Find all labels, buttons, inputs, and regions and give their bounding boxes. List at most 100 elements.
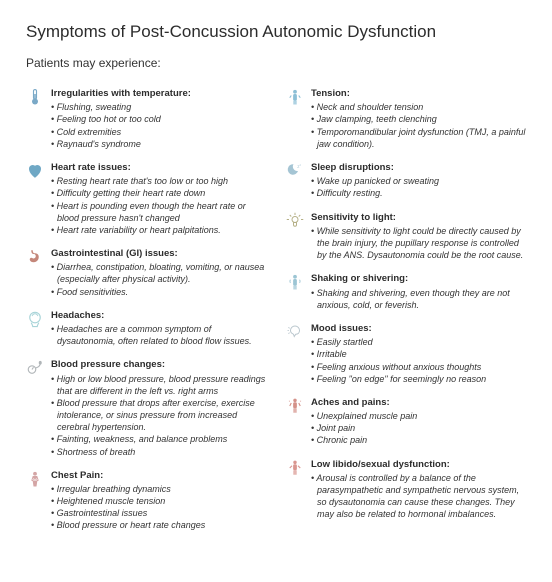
group-heading: Heart rate issues: — [51, 162, 266, 174]
group-heading: Mood issues: — [311, 323, 526, 335]
group-text: Gastrointestinal (GI) issues:Diarrhea, c… — [51, 248, 266, 298]
shake-icon — [286, 273, 304, 291]
symptom-item: Temporomandibular joint dysfunction (TMJ… — [311, 126, 526, 150]
symptom-group: Aches and pains:Unexplained muscle painJ… — [286, 397, 526, 447]
group-items: High or low blood pressure, blood pressu… — [51, 373, 266, 458]
symptom-item: Unexplained muscle pain — [311, 410, 526, 422]
symptom-item: Raynaud's syndrome — [51, 138, 266, 150]
symptom-item: Difficulty getting their heart rate down — [51, 187, 266, 199]
symptom-item: Blood pressure that drops after exercise… — [51, 397, 266, 433]
group-text: Sensitivity to light:While sensitivity t… — [311, 212, 526, 262]
symptom-item: Cold extremities — [51, 126, 266, 138]
group-items: Arousal is controlled by a balance of th… — [311, 472, 526, 521]
symptom-group: Sensitivity to light:While sensitivity t… — [286, 212, 526, 262]
group-items: Easily startledIrritableFeeling anxious … — [311, 336, 526, 385]
group-text: Headaches:Headaches are a common symptom… — [51, 310, 266, 348]
thermometer-icon — [26, 88, 44, 106]
symptom-item: Neck and shoulder tension — [311, 101, 526, 113]
symptom-group: Gastrointestinal (GI) issues:Diarrhea, c… — [26, 248, 266, 298]
group-text: Chest Pain:Irregular breathing dynamicsH… — [51, 470, 266, 532]
group-heading: Low libido/sexual dysfunction: — [311, 459, 526, 471]
group-text: Tension:Neck and shoulder tensionJaw cla… — [311, 88, 526, 150]
symptom-group: Low libido/sexual dysfunction:Arousal is… — [286, 459, 526, 521]
symptom-item: Heightened muscle tension — [51, 495, 266, 507]
symptom-item: Irritable — [311, 348, 526, 360]
symptom-item: Feeling too hot or too cold — [51, 113, 266, 125]
symptom-item: Flushing, sweating — [51, 101, 266, 113]
aches-icon — [286, 397, 304, 415]
group-heading: Gastrointestinal (GI) issues: — [51, 248, 266, 260]
page-title: Symptoms of Post-Concussion Autonomic Dy… — [26, 22, 526, 42]
symptom-item: High or low blood pressure, blood pressu… — [51, 373, 266, 397]
symptom-group: Irregularities with temperature:Flushing… — [26, 88, 266, 150]
group-text: Heart rate issues:Resting heart rate tha… — [51, 162, 266, 236]
group-text: Blood pressure changes: High or low blood… — [51, 359, 266, 457]
group-heading: Aches and pains: — [311, 397, 526, 409]
group-items: Headaches are a common symptom of dysaut… — [51, 323, 266, 347]
heart-icon — [26, 162, 44, 180]
group-items: Resting heart rate that's too low or too… — [51, 175, 266, 236]
symptom-item: Easily startled — [311, 336, 526, 348]
symptom-item: Feeling "on edge" for seemingly no reaso… — [311, 373, 526, 385]
symptom-group: Tension:Neck and shoulder tensionJaw cla… — [286, 88, 526, 150]
chest-icon — [26, 470, 44, 488]
symptom-item: Difficulty resting. — [311, 187, 526, 199]
group-items: Flushing, sweatingFeeling too hot or too… — [51, 101, 266, 150]
columns: Irregularities with temperature:Flushing… — [26, 88, 526, 544]
symptom-item: Jaw clamping, teeth clenching — [311, 113, 526, 125]
symptom-item: Headaches are a common symptom of dysaut… — [51, 323, 266, 347]
symptom-item: Joint pain — [311, 422, 526, 434]
group-items: Wake up panicked or sweatingDifficulty r… — [311, 175, 526, 199]
symptom-group: Mood issues:Easily startledIrritableFeel… — [286, 323, 526, 385]
sleep-icon: zz — [286, 162, 304, 180]
group-text: Irregularities with temperature:Flushing… — [51, 88, 266, 150]
symptom-group: Chest Pain:Irregular breathing dynamicsH… — [26, 470, 266, 532]
symptom-item: Shortness of breath — [51, 446, 266, 458]
tension-icon — [286, 88, 304, 106]
group-text: Low libido/sexual dysfunction:Arousal is… — [311, 459, 526, 521]
right-column: Tension:Neck and shoulder tensionJaw cla… — [286, 88, 526, 544]
symptom-item: Blood pressure or heart rate changes — [51, 519, 266, 531]
symptom-item: Fainting, weakness, and balance problems — [51, 433, 266, 445]
head-icon — [26, 310, 44, 328]
symptom-item: Heart is pounding even though the heart … — [51, 200, 266, 224]
symptom-item: Diarrhea, constipation, bloating, vomiti… — [51, 261, 266, 285]
group-heading: Irregularities with temperature: — [51, 88, 266, 100]
svg-text:z: z — [300, 163, 302, 167]
group-items: Shaking and shivering, even though they … — [311, 287, 526, 311]
group-heading: Blood pressure changes: — [51, 359, 266, 371]
group-items: Irregular breathing dynamicsHeightened m… — [51, 483, 266, 532]
symptom-item: Shaking and shivering, even though they … — [311, 287, 526, 311]
group-text: Shaking or shivering: Shaking and shiveri… — [311, 273, 526, 311]
group-heading: Shaking or shivering: — [311, 273, 526, 285]
group-heading: Tension: — [311, 88, 526, 100]
group-text: Mood issues:Easily startledIrritableFeel… — [311, 323, 526, 385]
symptom-item: Heart rate variability or heart palpitat… — [51, 224, 266, 236]
symptom-group: Shaking or shivering: Shaking and shiveri… — [286, 273, 526, 311]
symptom-item: Wake up panicked or sweating — [311, 175, 526, 187]
group-items: Unexplained muscle painJoint painChronic… — [311, 410, 526, 446]
symptom-item: While sensitivity to light could be dire… — [311, 225, 526, 261]
symptom-group: zz Sleep disruptions:Wake up panicked or … — [286, 162, 526, 200]
symptom-group: Blood pressure changes: High or low blood… — [26, 359, 266, 457]
group-heading: Headaches: — [51, 310, 266, 322]
group-text: Aches and pains:Unexplained muscle painJ… — [311, 397, 526, 447]
group-items: While sensitivity to light could be dire… — [311, 225, 526, 261]
symptom-item: Chronic pain — [311, 434, 526, 446]
symptom-item: Gastrointestinal issues — [51, 507, 266, 519]
group-items: Neck and shoulder tensionJaw clamping, t… — [311, 101, 526, 150]
symptom-item: Arousal is controlled by a balance of th… — [311, 472, 526, 521]
light-icon — [286, 212, 304, 230]
stomach-icon — [26, 248, 44, 266]
group-heading: Chest Pain: — [51, 470, 266, 482]
page-subtitle: Patients may experience: — [26, 56, 526, 70]
group-heading: Sensitivity to light: — [311, 212, 526, 224]
symptom-item: Feeling anxious without anxious thoughts — [311, 361, 526, 373]
group-items: Diarrhea, constipation, bloating, vomiti… — [51, 261, 266, 297]
libido-icon — [286, 459, 304, 477]
symptom-group: Headaches:Headaches are a common symptom… — [26, 310, 266, 348]
symptom-group: Heart rate issues:Resting heart rate tha… — [26, 162, 266, 236]
left-column: Irregularities with temperature:Flushing… — [26, 88, 266, 544]
group-heading: Sleep disruptions: — [311, 162, 526, 174]
bp-icon — [26, 359, 44, 377]
